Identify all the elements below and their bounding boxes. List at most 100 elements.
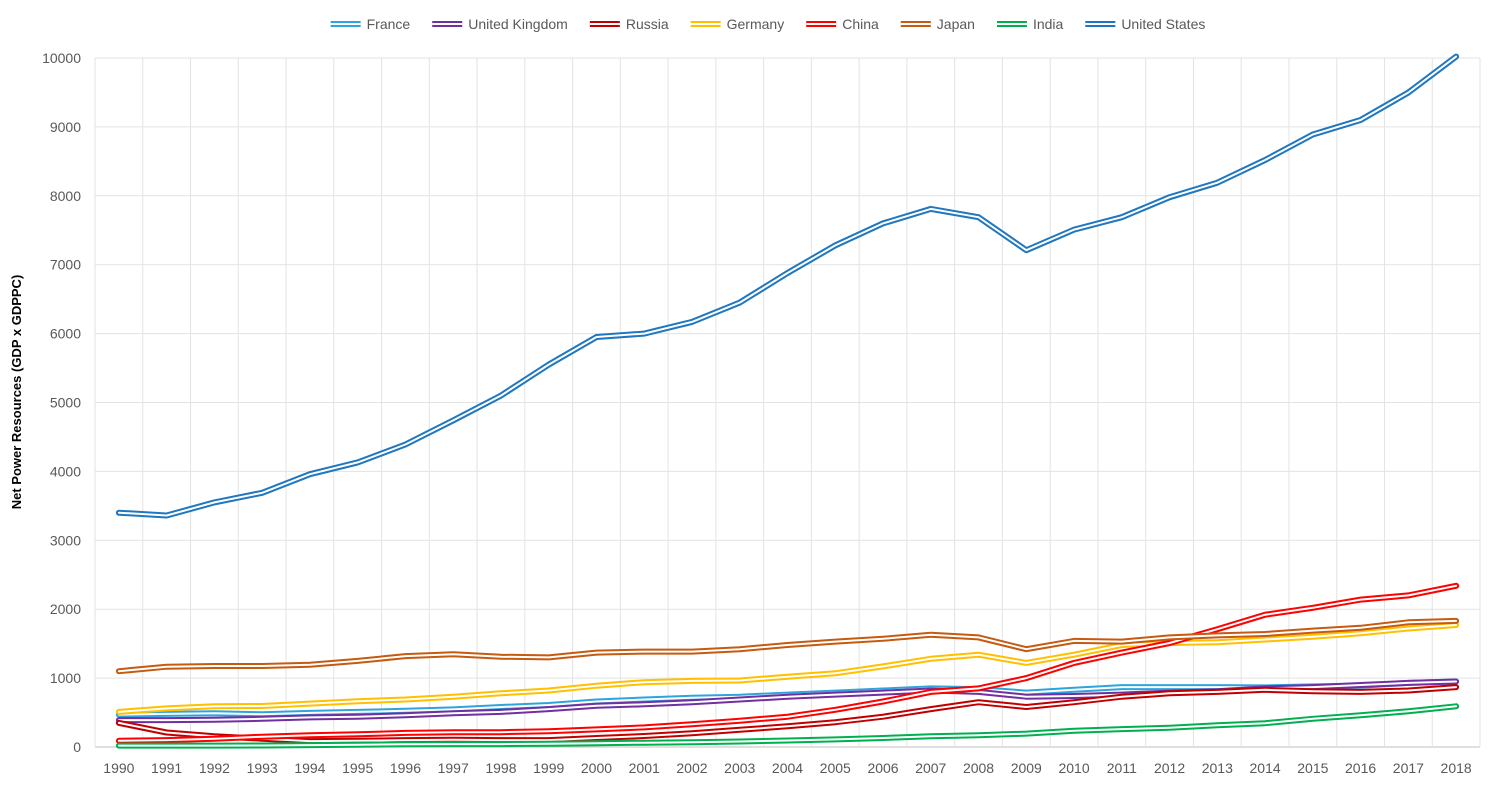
data-point bbox=[832, 719, 838, 725]
data-point bbox=[116, 510, 122, 516]
x-tick-label: 1990 bbox=[103, 760, 134, 776]
data-point bbox=[1071, 660, 1077, 666]
y-tick-label: 8000 bbox=[50, 188, 81, 204]
data-point bbox=[785, 674, 791, 680]
data-point bbox=[498, 741, 504, 747]
y-tick-label: 3000 bbox=[50, 532, 81, 548]
series-line-inner bbox=[117, 619, 1458, 673]
data-point bbox=[880, 636, 886, 642]
data-point bbox=[928, 706, 934, 712]
data-point bbox=[641, 649, 647, 655]
data-point bbox=[450, 741, 456, 747]
x-tick-label: 1993 bbox=[247, 760, 278, 776]
data-point bbox=[880, 663, 886, 669]
data-point bbox=[1023, 704, 1029, 710]
data-point bbox=[1453, 703, 1459, 709]
data-point bbox=[593, 683, 599, 689]
y-axis-ticks: 0 1000 2000 3000 4000 5000 6000 7000 8000 9000 100… bbox=[42, 50, 81, 755]
data-point bbox=[976, 652, 982, 658]
series-line-inner bbox=[117, 55, 1458, 517]
data-point bbox=[785, 714, 791, 720]
data-point bbox=[1023, 247, 1029, 253]
data-point bbox=[832, 242, 838, 248]
legend-label: United States bbox=[1121, 16, 1205, 32]
data-point bbox=[164, 743, 170, 749]
data-point bbox=[307, 732, 313, 738]
data-point bbox=[689, 678, 695, 684]
data-point bbox=[402, 653, 408, 659]
data-point bbox=[498, 654, 504, 660]
legend-item: India bbox=[996, 16, 1064, 32]
data-point bbox=[641, 724, 647, 730]
data-point bbox=[498, 729, 504, 735]
data-point bbox=[785, 737, 791, 743]
x-tick-label: 2001 bbox=[629, 760, 660, 776]
data-point bbox=[880, 690, 886, 696]
data-point bbox=[1310, 628, 1316, 634]
data-point bbox=[737, 646, 743, 652]
x-tick-label: 1991 bbox=[151, 760, 182, 776]
data-point bbox=[355, 698, 361, 704]
data-point bbox=[593, 650, 599, 656]
data-point bbox=[355, 742, 361, 748]
y-tick-label: 9000 bbox=[50, 119, 81, 135]
data-point bbox=[641, 740, 647, 746]
data-point bbox=[689, 319, 695, 325]
data-point bbox=[498, 393, 504, 399]
data-point bbox=[880, 220, 886, 226]
data-point bbox=[1262, 157, 1268, 163]
x-tick-label: 1996 bbox=[390, 760, 421, 776]
x-tick-label: 2009 bbox=[1011, 760, 1042, 776]
data-point bbox=[1453, 679, 1459, 685]
y-tick-label: 0 bbox=[73, 739, 81, 755]
x-tick-label: 2010 bbox=[1058, 760, 1089, 776]
data-point bbox=[498, 690, 504, 696]
data-point bbox=[402, 730, 408, 736]
data-point bbox=[737, 718, 743, 724]
data-point bbox=[450, 729, 456, 735]
data-point bbox=[976, 732, 982, 738]
data-point bbox=[402, 741, 408, 747]
series-germany bbox=[115, 622, 1460, 715]
data-point bbox=[259, 703, 265, 709]
data-point bbox=[211, 743, 217, 749]
x-tick-label: 2008 bbox=[963, 760, 994, 776]
data-point bbox=[1262, 687, 1268, 693]
data-point bbox=[593, 334, 599, 340]
data-point bbox=[211, 499, 217, 505]
data-point bbox=[1167, 640, 1173, 646]
data-point bbox=[211, 703, 217, 709]
x-tick-label: 2011 bbox=[1107, 760, 1137, 776]
x-tick-label: 1997 bbox=[438, 760, 469, 776]
data-point bbox=[928, 632, 934, 638]
x-tick-label: 2005 bbox=[820, 760, 851, 776]
data-point bbox=[1071, 728, 1077, 734]
series-lines bbox=[115, 53, 1460, 749]
data-point bbox=[1119, 726, 1125, 732]
legend-label: India bbox=[1033, 16, 1064, 32]
data-point bbox=[1167, 690, 1173, 696]
data-point bbox=[116, 709, 122, 715]
data-point bbox=[546, 654, 552, 660]
data-point bbox=[450, 694, 456, 700]
data-point bbox=[785, 723, 791, 729]
data-point bbox=[1358, 689, 1364, 695]
data-point bbox=[689, 730, 695, 736]
data-point bbox=[164, 717, 170, 723]
data-point bbox=[498, 709, 504, 715]
legend-label: United Kingdom bbox=[468, 16, 568, 32]
data-point bbox=[164, 737, 170, 743]
x-tick-label: 2012 bbox=[1154, 760, 1185, 776]
series-india bbox=[115, 703, 1460, 749]
data-point bbox=[546, 741, 552, 747]
data-point bbox=[164, 711, 170, 717]
data-point bbox=[355, 714, 361, 720]
data-point bbox=[164, 705, 170, 711]
data-point bbox=[1214, 722, 1220, 728]
legend-item: United Kingdom bbox=[432, 16, 568, 32]
data-point bbox=[1262, 720, 1268, 726]
data-point bbox=[1453, 618, 1459, 624]
data-point bbox=[1310, 716, 1316, 722]
data-point bbox=[976, 699, 982, 705]
data-point bbox=[593, 740, 599, 746]
